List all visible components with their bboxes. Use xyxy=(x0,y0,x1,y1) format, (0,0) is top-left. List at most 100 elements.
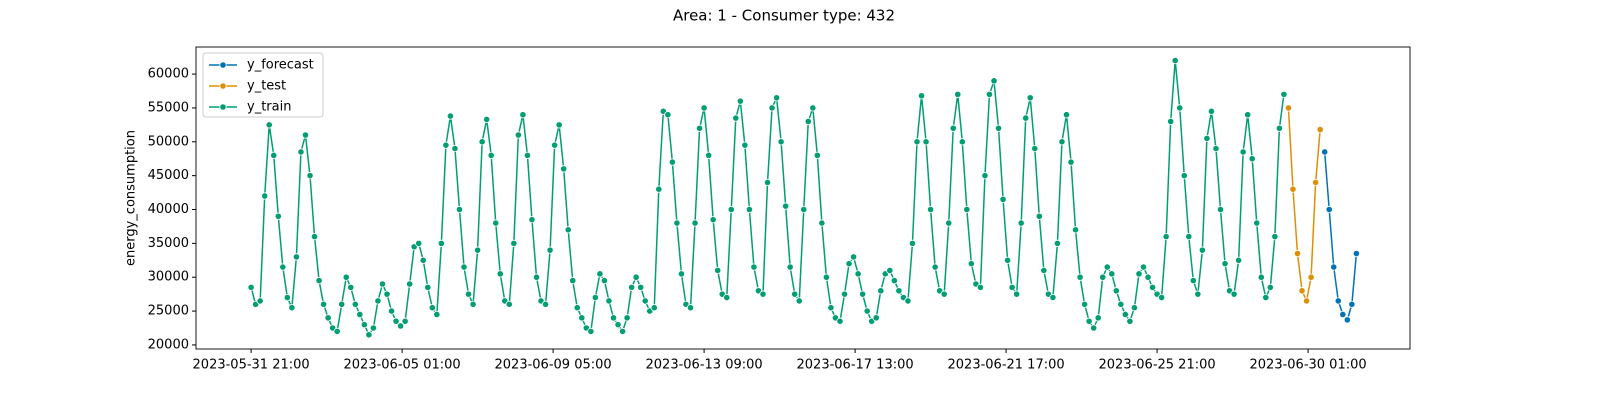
data-point xyxy=(1207,107,1216,115)
data-point xyxy=(455,205,464,214)
data-point xyxy=(1062,111,1071,119)
data-point xyxy=(1325,205,1333,214)
data-point xyxy=(356,310,364,319)
data-point xyxy=(1312,178,1320,187)
data-point xyxy=(1053,239,1062,247)
data-point xyxy=(564,226,572,234)
data-point xyxy=(863,307,871,315)
data-point xyxy=(1126,317,1134,325)
data-point xyxy=(1293,249,1302,258)
data-point xyxy=(342,273,350,281)
data-point xyxy=(777,138,785,146)
data-point xyxy=(664,111,672,119)
data-point xyxy=(990,77,998,85)
data-point xyxy=(999,195,1007,203)
data-point xyxy=(315,277,323,285)
data-point xyxy=(1316,126,1324,134)
data-point xyxy=(859,290,867,298)
legend-label: y_test xyxy=(247,79,286,94)
data-point xyxy=(301,131,310,139)
y-tick-label: 45000 xyxy=(148,168,189,183)
data-point xyxy=(1076,273,1084,281)
data-point xyxy=(1330,263,1338,271)
series-line xyxy=(1287,107,1321,304)
data-point xyxy=(782,202,790,210)
data-point xyxy=(705,151,713,159)
legend-label: y_train xyxy=(247,100,291,115)
data-point xyxy=(374,297,382,305)
data-point xyxy=(1321,148,1329,156)
x-tick-label: 2023-06-05 01:00 xyxy=(344,358,461,373)
data-point xyxy=(541,300,550,308)
data-point xyxy=(424,283,432,291)
data-point xyxy=(378,280,387,288)
data-point xyxy=(609,314,618,322)
data-point xyxy=(1235,256,1243,264)
x-tick-label: 2023-06-13 09:00 xyxy=(646,358,763,373)
data-point xyxy=(442,141,450,149)
data-point xyxy=(623,314,631,322)
data-point xyxy=(1284,104,1293,112)
data-point xyxy=(650,304,658,312)
data-point xyxy=(1130,304,1139,312)
x-tick-label: 2023-06-17 13:00 xyxy=(797,358,914,373)
data-point xyxy=(827,304,835,312)
y-tick-label: 40000 xyxy=(148,202,189,217)
data-point xyxy=(306,172,314,180)
data-point xyxy=(1094,314,1102,322)
data-point xyxy=(587,327,595,335)
data-point xyxy=(1216,205,1225,214)
data-point xyxy=(551,141,559,149)
data-point xyxy=(596,270,604,278)
data-point xyxy=(573,304,581,312)
data-point xyxy=(1307,273,1315,281)
data-point xyxy=(1026,94,1034,102)
data-point xyxy=(695,124,704,132)
data-point xyxy=(460,263,468,271)
data-point xyxy=(673,219,681,227)
data-point xyxy=(310,232,319,241)
data-point xyxy=(392,317,400,325)
data-point xyxy=(1244,111,1252,119)
data-point xyxy=(360,321,368,329)
data-point xyxy=(1040,266,1048,275)
data-point xyxy=(1348,300,1356,308)
data-point xyxy=(288,304,296,312)
data-point xyxy=(347,283,355,291)
data-point xyxy=(1003,256,1012,264)
data-point xyxy=(419,256,427,264)
data-point xyxy=(1180,172,1188,180)
data-point xyxy=(849,253,858,261)
data-point xyxy=(1262,293,1270,302)
data-point xyxy=(1017,219,1025,227)
data-point xyxy=(890,277,898,285)
data-point xyxy=(750,263,758,271)
y-tick-label: 30000 xyxy=(148,270,189,285)
data-point xyxy=(736,97,744,105)
data-point xyxy=(655,185,663,193)
data-point xyxy=(904,297,912,305)
x-tick-label: 2023-06-09 05:00 xyxy=(495,358,612,373)
data-point xyxy=(1121,310,1129,319)
x-tick-label: 2023-06-21 17:00 xyxy=(948,358,1065,373)
data-point xyxy=(1334,297,1342,305)
data-point xyxy=(1022,114,1030,122)
data-point xyxy=(1302,297,1311,305)
y-axis-label: energy_consumption xyxy=(124,130,139,266)
data-point xyxy=(605,297,613,305)
data-point xyxy=(913,138,921,146)
data-point xyxy=(1144,273,1152,281)
data-point xyxy=(741,141,749,149)
data-point xyxy=(917,92,926,100)
data-point xyxy=(1035,212,1043,220)
data-point xyxy=(406,280,414,288)
data-point xyxy=(487,151,495,159)
data-point xyxy=(261,192,269,200)
data-point xyxy=(963,205,971,214)
data-point xyxy=(1171,56,1179,65)
data-point xyxy=(732,114,740,122)
data-point xyxy=(958,138,966,146)
data-point xyxy=(324,314,332,322)
data-point xyxy=(967,260,975,268)
